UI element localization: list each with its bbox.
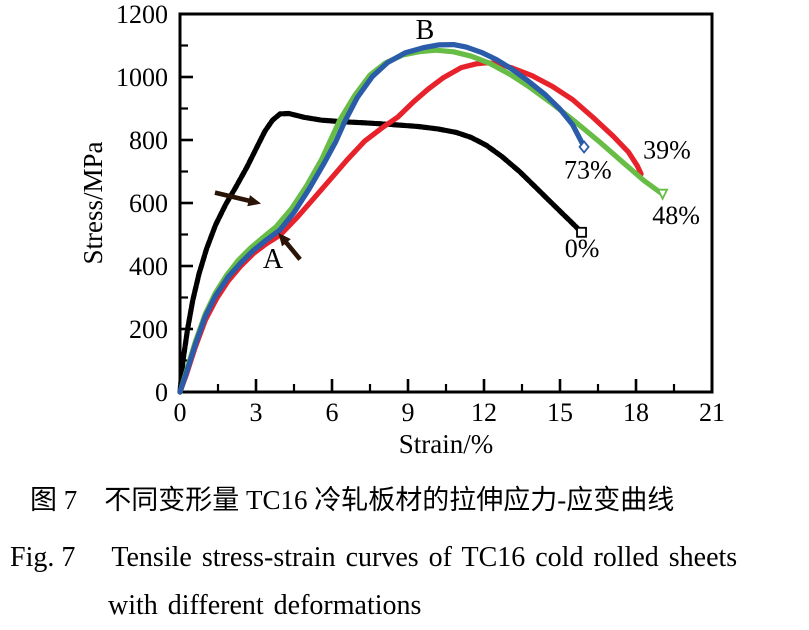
- annotation-label-48pct: 48%: [652, 201, 700, 230]
- annotation-label-0pct: 0%: [565, 234, 600, 263]
- series-curve-48%: [177, 47, 666, 395]
- end-marker-48%: [656, 188, 669, 201]
- annotation-label-B: B: [416, 15, 435, 46]
- caption-english-line2: with different deformations: [108, 590, 422, 621]
- y-tick-label: 200: [129, 315, 168, 344]
- annotation-arrowhead: [247, 195, 262, 207]
- caption-chinese: 图 7 不同变形量 TC16 冷轧板材的拉伸应力-应变曲线: [30, 487, 674, 514]
- x-tick-label: 12: [471, 398, 497, 427]
- y-tick-label: 600: [129, 189, 168, 218]
- x-tick-label: 21: [699, 398, 725, 427]
- x-tick-label: 15: [547, 398, 573, 427]
- annotation-label-73pct: 73%: [564, 155, 612, 184]
- stress-strain-chart: 0 3 6 9 12 15 18 21 0 200 400 600 800 1000 1200 Strain/…: [78, 0, 725, 459]
- y-tick-label: 1000: [116, 63, 168, 92]
- x-tick-label: 18: [623, 398, 649, 427]
- end-marker-73%: [578, 140, 590, 154]
- y-tick-label: 400: [129, 252, 168, 281]
- caption-cn-text: 不同变形量 TC16 冷轧板材的拉伸应力-应变曲线: [104, 485, 675, 515]
- caption-en-text: Tensile stress-strain curves of TC16 col…: [111, 542, 738, 573]
- y-axis-title: Stress/MPa: [78, 141, 108, 264]
- caption-cn-figure-label: 图 7: [30, 485, 78, 515]
- x-axis-title: Strain/%: [399, 429, 494, 459]
- series-curve-0%: [177, 110, 585, 395]
- x-tick-label: 6: [326, 398, 339, 427]
- x-tick-label: 0: [174, 398, 187, 427]
- caption-english-line1: Fig. 7 Tensile stress-strain curves of TC…: [10, 544, 737, 572]
- y-tick-label: 0: [155, 378, 168, 407]
- annotation-label-A: A: [263, 244, 284, 275]
- y-tick-label: 800: [129, 126, 168, 155]
- x-tick-label: 3: [250, 398, 263, 427]
- annotation-arrow: [214, 190, 253, 204]
- end-marker-0%: [576, 226, 587, 238]
- series-curve-39%: [177, 60, 644, 395]
- annotation-arrow: [282, 238, 302, 261]
- caption-en-figure-label: Fig. 7: [10, 542, 76, 573]
- series-curve-73%: [177, 41, 587, 395]
- x-tick-label: 9: [402, 398, 415, 427]
- y-tick-label: 1200: [116, 0, 168, 29]
- annotation-arrowhead: [278, 232, 291, 247]
- annotation-label-39pct: 39%: [643, 136, 691, 165]
